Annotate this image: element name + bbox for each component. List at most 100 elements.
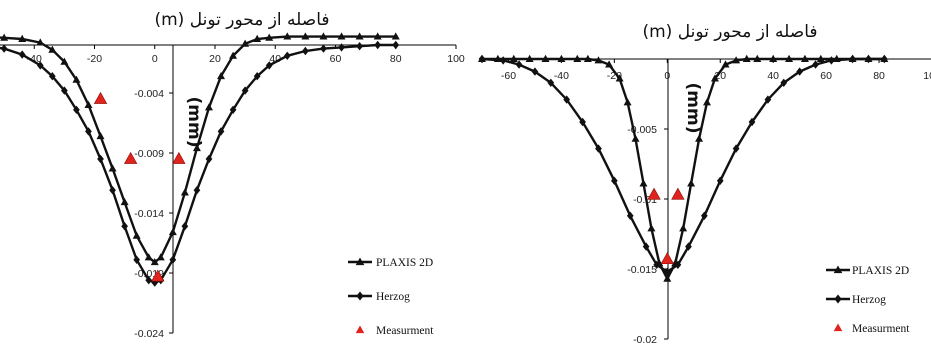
data-point-measurement <box>151 269 165 282</box>
data-point-diamond <box>253 72 261 81</box>
series-plaxis-2d <box>0 32 400 266</box>
data-point-triangle <box>615 74 624 82</box>
data-point-diamond <box>18 50 26 59</box>
data-point-diamond <box>241 86 249 95</box>
data-point-triangle <box>605 60 614 68</box>
data-point-triangle <box>60 57 69 65</box>
data-point-diamond <box>828 56 835 65</box>
x-tick-label: 100 <box>447 53 465 65</box>
data-point-diamond <box>547 78 555 87</box>
data-point-triangle <box>639 179 648 187</box>
data-point-triangle <box>150 258 159 266</box>
data-point-triangle <box>695 134 704 142</box>
data-point-triangle <box>168 228 177 236</box>
data-point-diamond <box>780 78 788 87</box>
data-point-diamond <box>849 54 856 64</box>
data-point-triangle <box>800 54 809 62</box>
legend-marker-triangle <box>833 265 843 274</box>
data-point-diamond <box>0 44 8 53</box>
y-tick-label: -0.004 <box>134 88 164 100</box>
data-point-triangle <box>710 74 719 82</box>
y-axis-label: (mm) <box>683 83 703 134</box>
data-point-diamond <box>716 176 724 185</box>
data-point-diamond <box>642 242 650 251</box>
data-point-diamond <box>700 211 708 220</box>
data-point-measurement <box>172 151 186 164</box>
data-point-triangle <box>48 45 57 53</box>
data-point-triangle <box>631 134 640 142</box>
data-point-diamond <box>145 276 153 285</box>
data-point-triangle <box>120 198 129 206</box>
data-point-triangle <box>355 32 364 40</box>
y-tick-label: -0.009 <box>134 148 164 160</box>
series-measurment <box>647 187 685 265</box>
data-point-triangle <box>180 188 189 196</box>
data-point-diamond <box>478 54 486 64</box>
data-point-diamond <box>265 61 273 70</box>
legend-marker-diamond <box>834 294 842 304</box>
data-point-triangle <box>816 54 825 62</box>
data-point-triangle <box>647 224 656 232</box>
data-point-triangle <box>72 75 81 83</box>
x-tick-label: 40 <box>767 70 779 82</box>
data-point-triangle <box>769 54 778 62</box>
data-point-diamond <box>748 117 756 127</box>
data-point-triangle <box>541 54 550 62</box>
data-point-triangle <box>663 274 672 282</box>
data-point-triangle <box>283 32 292 40</box>
data-point-triangle <box>594 56 603 64</box>
data-point-diamond <box>499 56 507 65</box>
y-tick-label: -0.015 <box>627 264 657 276</box>
data-point-diamond <box>338 43 345 52</box>
data-point-measurement <box>93 91 108 104</box>
data-point-diamond <box>812 60 819 69</box>
legend: PLAXIS 2D Herzog Measurment <box>826 265 910 335</box>
y-tick-label: -0.014 <box>134 208 164 220</box>
data-point-diamond <box>169 255 177 264</box>
data-point-diamond <box>515 60 523 69</box>
data-point-triangle <box>583 54 592 62</box>
data-point-diamond <box>663 267 671 276</box>
data-point-triangle <box>84 100 93 108</box>
legend-label: Measurment <box>376 325 434 337</box>
x-tick-label: 100 <box>923 70 931 82</box>
legend-label: Herzog <box>376 291 410 303</box>
x-tick-label: 20 <box>209 53 221 65</box>
x-tick-label: 20 <box>714 70 726 82</box>
x-tick-label: -40 <box>554 70 569 82</box>
legend-marker-measurement <box>355 325 365 334</box>
data-point-diamond <box>579 117 586 127</box>
data-point-measurement <box>123 151 138 164</box>
data-point-triangle <box>253 34 262 42</box>
data-point-diamond <box>653 260 661 269</box>
x-tick-label: 60 <box>820 70 832 82</box>
series-line <box>0 43 396 284</box>
data-point-diamond <box>356 42 363 51</box>
data-point-triangle <box>742 54 751 62</box>
y-tick-label: -0.024 <box>134 328 164 340</box>
data-point-triangle <box>785 54 794 62</box>
data-point-triangle <box>703 98 711 106</box>
data-point-measurement <box>671 187 685 200</box>
x-tick-label: 60 <box>330 53 342 65</box>
data-point-triangle <box>144 253 153 261</box>
legend-marker-diamond <box>356 291 364 301</box>
data-point-triangle <box>573 54 582 62</box>
series-measurment <box>93 91 186 282</box>
data-point-diamond <box>595 144 602 153</box>
data-point-measurement <box>660 252 674 265</box>
data-point-diamond <box>610 176 618 185</box>
data-point-diamond <box>563 95 571 104</box>
data-point-triangle <box>525 54 534 62</box>
data-point-triangle <box>265 33 274 41</box>
data-point-diamond <box>73 105 80 114</box>
data-point-triangle <box>241 39 250 47</box>
data-point-measurement <box>647 187 661 200</box>
data-point-triangle <box>623 98 632 106</box>
chart-title: فاصله از محور تونل (m) <box>154 10 329 30</box>
data-point-diamond <box>85 127 92 136</box>
data-point-diamond <box>302 46 309 56</box>
data-point-diamond <box>193 186 201 195</box>
data-point-triangle <box>96 132 105 140</box>
